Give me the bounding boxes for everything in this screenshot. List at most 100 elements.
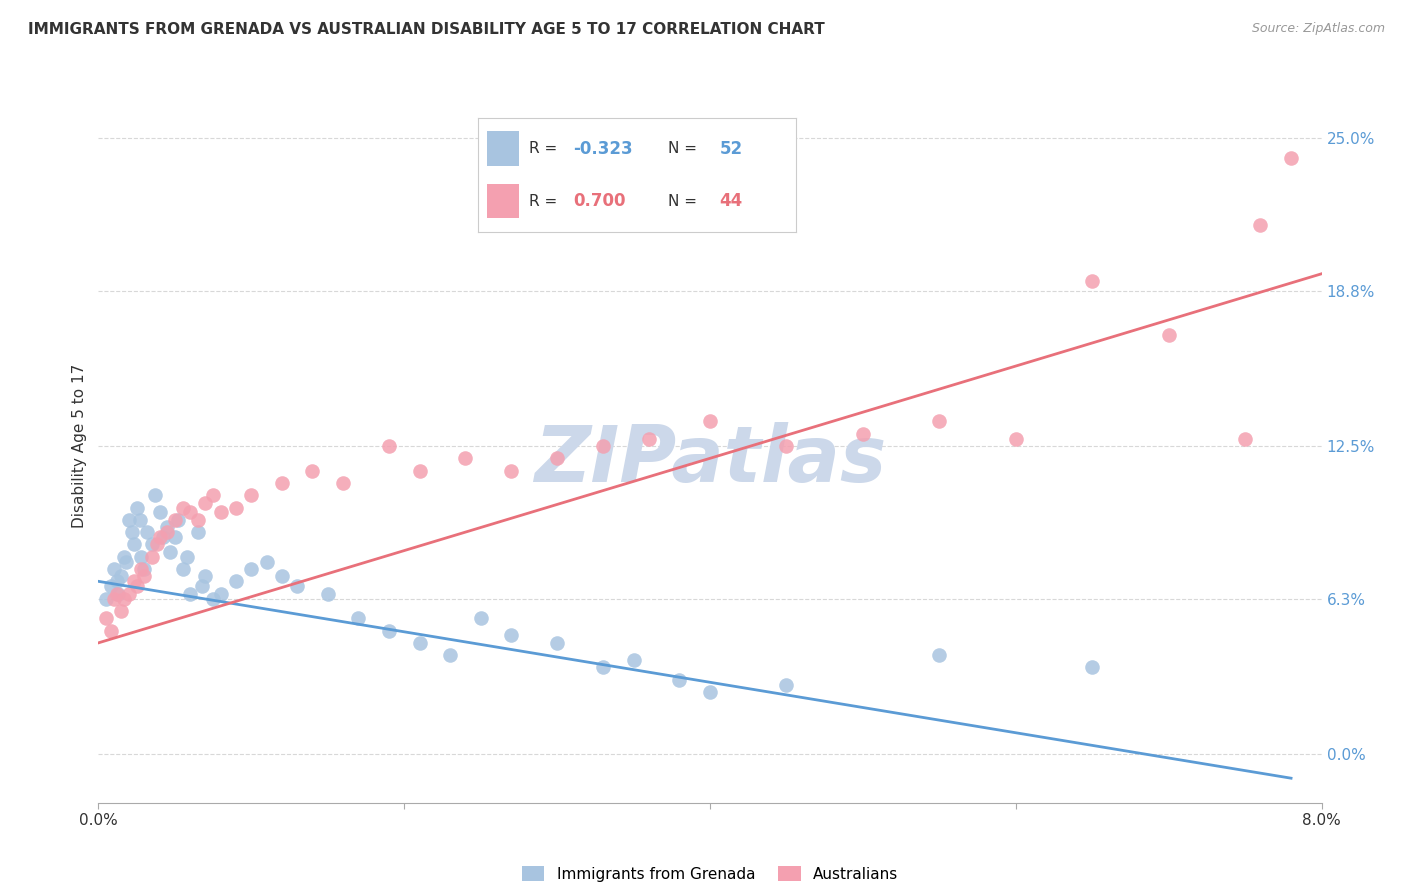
Point [623,653,645,667]
Point [94,611,117,625]
Point [149,530,172,544]
Point [408,636,430,650]
Point [143,488,166,502]
Point [209,587,232,601]
Point [156,525,179,540]
Text: Source: ZipAtlas.com: Source: ZipAtlas.com [1251,22,1385,36]
Point [118,513,141,527]
Point [194,569,217,583]
Y-axis label: Disability Age 5 to 17: Disability Age 5 to 17 [72,364,87,528]
Point [191,579,214,593]
Point [240,488,263,502]
Point [546,451,568,466]
Point [134,562,156,576]
Point [454,451,477,466]
Point [110,569,132,583]
Point [928,648,950,662]
Point [378,439,401,453]
Point [1081,660,1104,674]
Point [179,505,201,519]
Point [122,574,145,589]
Point [301,464,323,478]
Point [270,475,294,490]
Point [103,562,125,576]
Point [270,569,294,583]
Point [1081,274,1104,288]
Point [285,579,308,593]
Point [194,495,217,509]
Point [163,530,186,544]
Point [775,439,797,453]
Point [1234,432,1257,446]
Point [149,505,172,519]
Point [110,604,132,618]
Point [699,685,721,699]
Point [107,587,129,601]
Point [470,611,492,625]
Point [100,624,122,638]
Point [187,513,209,527]
Point [100,579,122,593]
Legend: Immigrants from Grenada, Australians: Immigrants from Grenada, Australians [516,860,904,888]
Point [225,574,247,589]
Point [136,525,159,540]
Point [94,591,117,606]
Point [202,591,225,606]
Point [256,555,278,569]
Point [134,569,156,583]
Point [501,464,523,478]
Point [156,520,179,534]
Point [167,513,190,527]
Point [118,587,141,601]
Point [1004,432,1026,446]
Text: IMMIGRANTS FROM GRENADA VS AUSTRALIAN DISABILITY AGE 5 TO 17 CORRELATION CHART: IMMIGRANTS FROM GRENADA VS AUSTRALIAN DI… [28,22,825,37]
Point [1249,218,1271,232]
Point [209,505,232,519]
Point [775,678,797,692]
Point [378,624,401,638]
Point [122,537,145,551]
Point [121,525,143,540]
Point [592,439,614,453]
Point [145,537,167,551]
Point [439,648,461,662]
Point [347,611,370,625]
Point [852,426,875,441]
Point [129,549,152,564]
Point [240,562,263,576]
Point [112,591,135,606]
Point [125,579,148,593]
Point [408,464,430,478]
Point [225,500,247,515]
Point [638,432,661,446]
Point [668,673,690,687]
Point [172,562,194,576]
Point [699,414,721,428]
Point [159,545,181,559]
Point [332,475,354,490]
Point [316,587,339,601]
Text: ZIPatlas: ZIPatlas [534,422,886,499]
Point [105,587,128,601]
Point [128,513,150,527]
Point [152,530,174,544]
Point [125,500,148,515]
Point [176,549,198,564]
Point [546,636,568,650]
Point [112,549,135,564]
Point [163,513,186,527]
Point [187,525,209,540]
Point [1157,328,1180,343]
Point [172,500,194,515]
Point [928,414,950,428]
Point [141,549,163,564]
Point [115,555,138,569]
Point [1279,151,1302,165]
Point [501,628,523,642]
Point [202,488,225,502]
Point [592,660,614,674]
Point [103,591,125,606]
Point [129,562,152,576]
Point [105,574,128,589]
Point [141,537,163,551]
